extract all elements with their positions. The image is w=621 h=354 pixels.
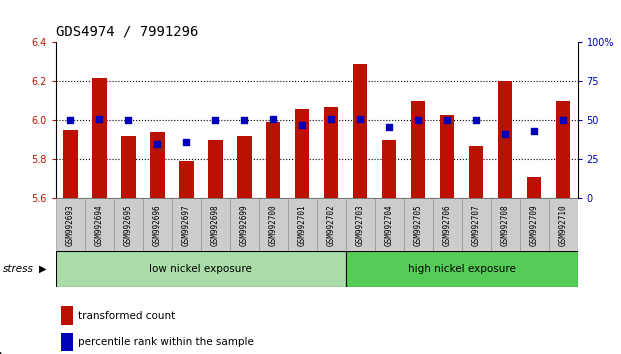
Bar bbox=[374, 198, 404, 251]
Text: percentile rank within the sample: percentile rank within the sample bbox=[78, 337, 253, 347]
Text: GSM992702: GSM992702 bbox=[327, 204, 336, 246]
Text: GSM992704: GSM992704 bbox=[384, 204, 394, 246]
Text: GSM992698: GSM992698 bbox=[211, 204, 220, 246]
Bar bbox=[230, 198, 259, 251]
Text: high nickel exposure: high nickel exposure bbox=[407, 264, 515, 274]
Bar bbox=[92, 78, 107, 198]
Bar bbox=[172, 198, 201, 251]
Bar bbox=[85, 198, 114, 251]
Point bbox=[355, 116, 365, 122]
Text: GSM992697: GSM992697 bbox=[182, 204, 191, 246]
Bar bbox=[237, 136, 252, 198]
Bar bbox=[353, 64, 368, 198]
Point bbox=[413, 118, 423, 123]
Bar bbox=[61, 333, 73, 351]
Point bbox=[211, 118, 220, 123]
Bar bbox=[61, 306, 73, 325]
Text: GSM992694: GSM992694 bbox=[95, 204, 104, 246]
Bar bbox=[208, 140, 222, 198]
Text: ▶: ▶ bbox=[39, 264, 46, 274]
Bar bbox=[433, 198, 461, 251]
Bar bbox=[63, 130, 78, 198]
Bar bbox=[317, 198, 346, 251]
Text: GSM992693: GSM992693 bbox=[66, 204, 75, 246]
Bar bbox=[324, 107, 338, 198]
Text: GSM992700: GSM992700 bbox=[269, 204, 278, 246]
Text: GSM992703: GSM992703 bbox=[356, 204, 365, 246]
Bar bbox=[411, 101, 425, 198]
Bar bbox=[295, 109, 309, 198]
Bar bbox=[469, 146, 483, 198]
Text: GSM992705: GSM992705 bbox=[414, 204, 423, 246]
Text: GSM992696: GSM992696 bbox=[153, 204, 162, 246]
Point bbox=[239, 118, 249, 123]
Text: GSM992706: GSM992706 bbox=[443, 204, 451, 246]
Bar bbox=[404, 198, 433, 251]
Text: low nickel exposure: low nickel exposure bbox=[150, 264, 252, 274]
Bar bbox=[527, 177, 542, 198]
Point bbox=[558, 118, 568, 123]
Text: GSM992710: GSM992710 bbox=[558, 204, 568, 246]
Text: GDS4974 / 7991296: GDS4974 / 7991296 bbox=[56, 25, 198, 39]
Bar bbox=[56, 251, 346, 287]
Bar bbox=[201, 198, 230, 251]
Bar bbox=[288, 198, 317, 251]
Bar bbox=[143, 198, 172, 251]
Text: stress: stress bbox=[3, 264, 34, 274]
Text: GSM992707: GSM992707 bbox=[471, 204, 481, 246]
Point bbox=[471, 118, 481, 123]
Point bbox=[152, 141, 162, 147]
Bar bbox=[548, 198, 578, 251]
Bar bbox=[498, 81, 512, 198]
Text: GSM992699: GSM992699 bbox=[240, 204, 249, 246]
Bar bbox=[556, 101, 570, 198]
Bar bbox=[266, 122, 281, 198]
Text: GSM992695: GSM992695 bbox=[124, 204, 133, 246]
Bar bbox=[121, 136, 135, 198]
Bar bbox=[346, 198, 374, 251]
Point bbox=[94, 116, 104, 122]
Point bbox=[442, 118, 452, 123]
Text: GSM992709: GSM992709 bbox=[530, 204, 538, 246]
Text: transformed count: transformed count bbox=[78, 311, 175, 321]
Point bbox=[65, 118, 75, 123]
Point bbox=[297, 122, 307, 128]
Point bbox=[268, 116, 278, 122]
Point bbox=[529, 129, 539, 134]
Bar bbox=[461, 198, 491, 251]
Point bbox=[326, 116, 336, 122]
Bar bbox=[491, 198, 520, 251]
Bar bbox=[179, 161, 194, 198]
Bar bbox=[56, 198, 85, 251]
Point bbox=[124, 118, 134, 123]
Point bbox=[181, 139, 191, 145]
Bar bbox=[520, 198, 548, 251]
Bar bbox=[114, 198, 143, 251]
Point bbox=[384, 124, 394, 130]
Point bbox=[500, 132, 510, 137]
Bar bbox=[150, 132, 165, 198]
Text: GSM992708: GSM992708 bbox=[501, 204, 510, 246]
Bar bbox=[440, 115, 455, 198]
Text: GSM992701: GSM992701 bbox=[297, 204, 307, 246]
Bar bbox=[346, 251, 578, 287]
Bar bbox=[259, 198, 288, 251]
Bar bbox=[382, 140, 396, 198]
